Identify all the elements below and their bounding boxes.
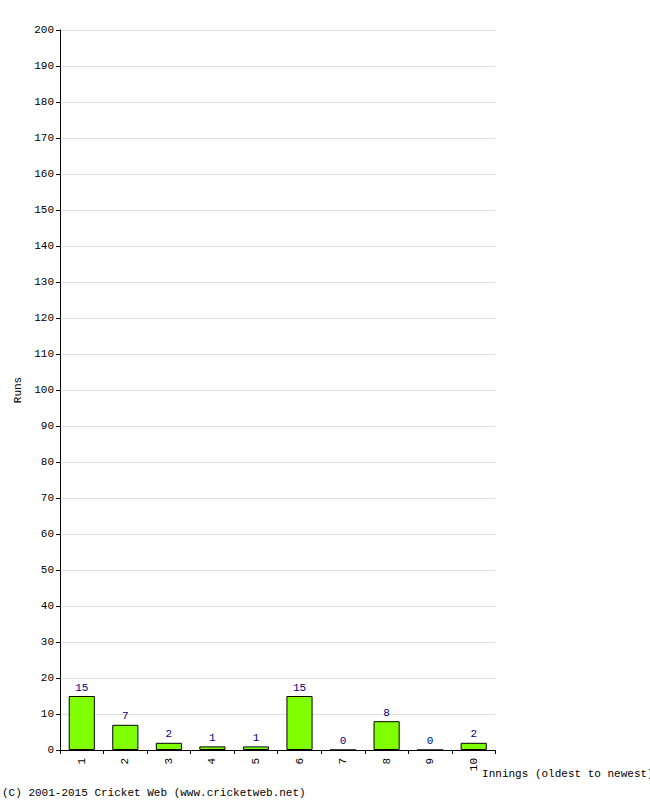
svg-text:150: 150 [34, 204, 54, 216]
svg-text:(C) 2001-2015 Cricket Web (www: (C) 2001-2015 Cricket Web (www.cricketwe… [2, 787, 306, 799]
svg-text:1: 1 [209, 732, 216, 744]
svg-text:1: 1 [76, 758, 88, 765]
svg-text:6: 6 [294, 758, 306, 765]
svg-text:140: 140 [34, 240, 54, 252]
svg-text:8: 8 [381, 758, 393, 765]
svg-text:0: 0 [427, 735, 434, 747]
svg-text:9: 9 [424, 758, 436, 765]
svg-text:70: 70 [41, 492, 54, 504]
svg-text:30: 30 [41, 636, 54, 648]
svg-text:80: 80 [41, 456, 54, 468]
svg-text:20: 20 [41, 672, 54, 684]
svg-text:2: 2 [470, 728, 477, 740]
svg-text:7: 7 [337, 758, 349, 765]
svg-text:1: 1 [253, 732, 260, 744]
svg-text:10: 10 [41, 708, 54, 720]
svg-text:5: 5 [250, 758, 262, 765]
svg-text:90: 90 [41, 420, 54, 432]
svg-text:10: 10 [468, 758, 480, 771]
svg-text:2: 2 [166, 728, 173, 740]
svg-text:110: 110 [34, 348, 54, 360]
svg-text:160: 160 [34, 168, 54, 180]
svg-text:50: 50 [41, 564, 54, 576]
svg-text:15: 15 [293, 682, 306, 694]
svg-text:Innings (oldest to newest): Innings (oldest to newest) [482, 768, 650, 780]
svg-text:7: 7 [122, 710, 129, 722]
svg-text:100: 100 [34, 384, 54, 396]
svg-text:Runs: Runs [12, 377, 24, 403]
svg-text:120: 120 [34, 312, 54, 324]
svg-text:200: 200 [34, 24, 54, 36]
svg-text:190: 190 [34, 60, 54, 72]
svg-text:0: 0 [340, 735, 347, 747]
svg-text:180: 180 [34, 96, 54, 108]
svg-text:130: 130 [34, 276, 54, 288]
svg-text:15: 15 [75, 682, 88, 694]
svg-text:0: 0 [47, 744, 54, 756]
svg-text:2: 2 [119, 758, 131, 765]
svg-text:4: 4 [206, 758, 218, 765]
svg-text:8: 8 [383, 707, 390, 719]
svg-text:3: 3 [163, 758, 175, 765]
svg-text:170: 170 [34, 132, 54, 144]
svg-text:60: 60 [41, 528, 54, 540]
svg-text:40: 40 [41, 600, 54, 612]
